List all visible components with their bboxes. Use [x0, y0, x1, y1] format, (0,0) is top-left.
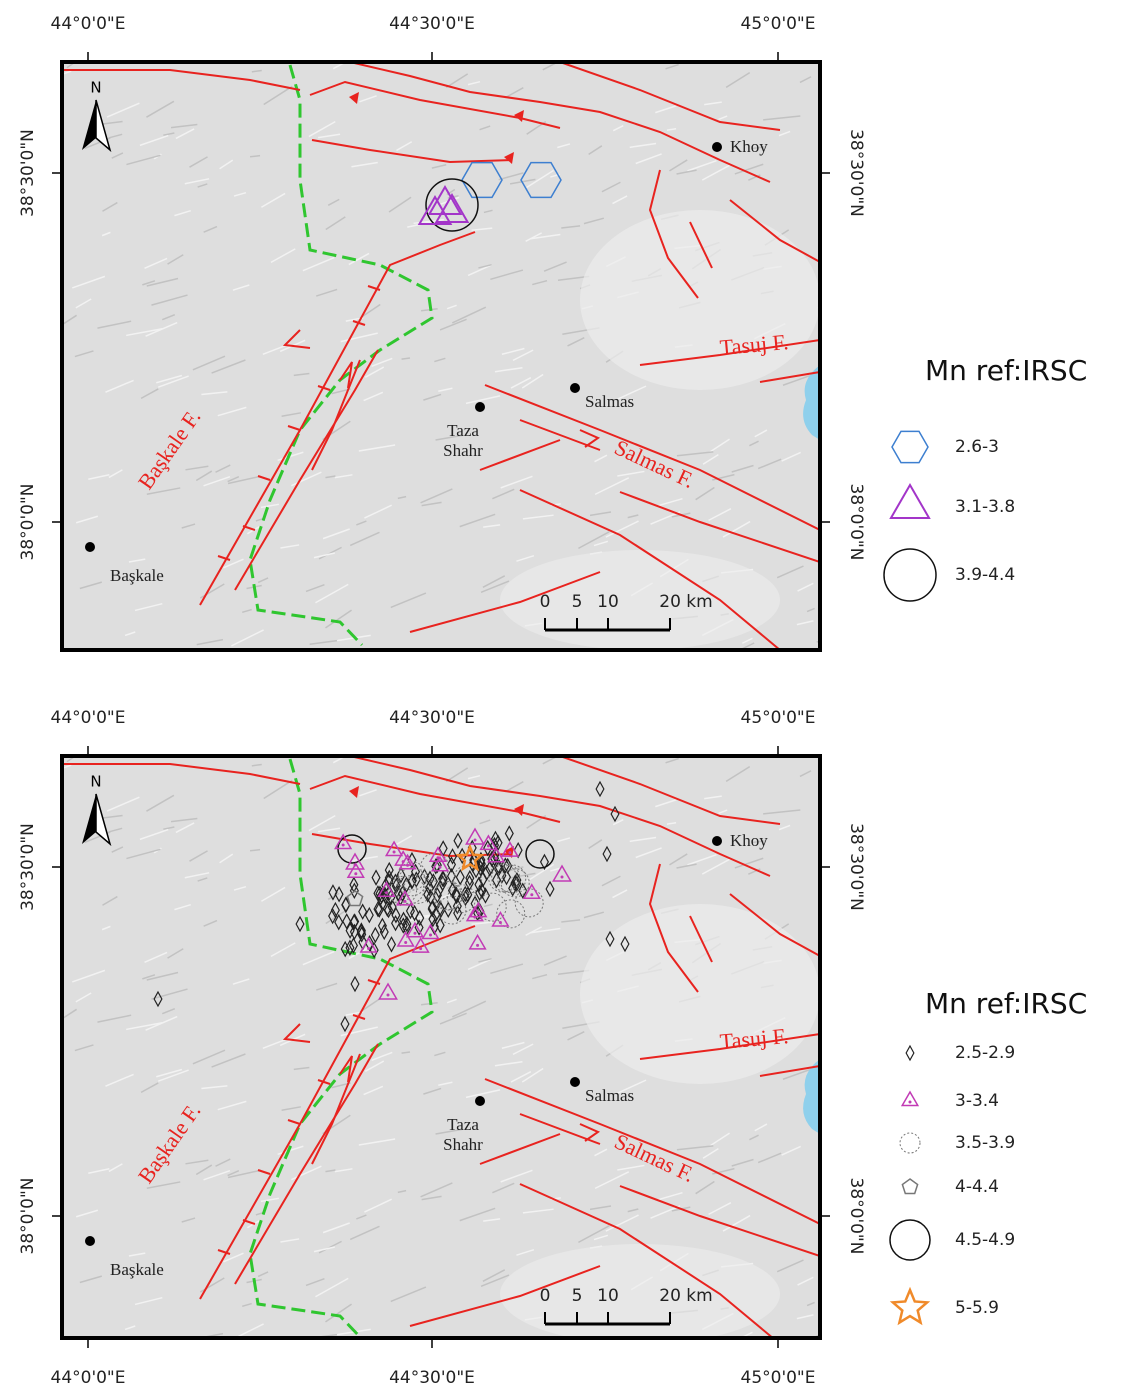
lon-label: 44°30'0"E: [389, 14, 475, 34]
triangle-dot: [413, 932, 416, 935]
scale-label: 5: [572, 1286, 583, 1306]
scale-label: 20 km: [659, 592, 712, 612]
triangle-dot: [438, 866, 441, 869]
legend-title: Mn ref:IRSC: [925, 354, 1087, 387]
place-label: Khoy: [730, 831, 768, 850]
scale-label: 5: [572, 592, 583, 612]
triangle-dot: [342, 843, 345, 846]
legend-label: 4-4.4: [955, 1177, 999, 1197]
triangle-dot: [385, 891, 388, 894]
pentagon-symbol: [902, 1179, 917, 1193]
legend-label: 2.6-3: [955, 437, 999, 457]
circle-symbol: [884, 549, 936, 601]
lon-label: 44°0'0"E: [51, 708, 126, 728]
lon-label: 44°30'0"E: [389, 708, 475, 728]
triangle-dot: [406, 864, 409, 867]
triangle-symbol: [891, 485, 929, 518]
place-label: Taza: [447, 1115, 479, 1134]
triangle-dot: [387, 994, 390, 997]
lon-label: 45°0'0"E: [741, 14, 816, 34]
scale-label: 10: [597, 1286, 619, 1306]
lon-label: 44°30'0"E: [389, 1368, 475, 1388]
scale-label: 20 km: [659, 1286, 712, 1306]
lon-label: 45°0'0"E: [741, 1368, 816, 1388]
legend-label: 4.5-4.9: [955, 1230, 1015, 1250]
place-dot: [475, 402, 485, 412]
place-dot: [570, 383, 580, 393]
hexagon-symbol: [892, 431, 928, 462]
place-label: Salmas: [585, 1086, 634, 1105]
scale-label: 0: [540, 1286, 551, 1306]
triangle-dot: [561, 876, 564, 879]
place-dot: [475, 1096, 485, 1106]
triangle-dot: [473, 916, 476, 919]
triangle-dot: [419, 947, 422, 950]
circle-symbol: [900, 1133, 920, 1153]
plain: [580, 904, 820, 1084]
legend-label: 5-5.9: [955, 1298, 999, 1318]
place-dot: [712, 836, 722, 846]
scale-label: 10: [597, 592, 619, 612]
place-label: Khoy: [730, 137, 768, 156]
star-symbol: [893, 1290, 927, 1323]
legend-label: 3-3.4: [955, 1091, 999, 1111]
legend-label: 3.1-3.8: [955, 497, 1015, 517]
north-label: N: [90, 773, 101, 791]
lat-label: 38°30'0"N: [846, 129, 866, 217]
lat-label: 38°30'0"N: [18, 129, 38, 217]
place-label: Shahr: [443, 1135, 483, 1154]
lat-label: 38°30'0"N: [846, 823, 866, 911]
triangle-dot: [436, 856, 439, 859]
scale-label: 0: [540, 592, 551, 612]
triangle-dot: [474, 839, 477, 842]
place-dot: [85, 1236, 95, 1246]
north-label: N: [90, 79, 101, 97]
figure: KhoySalmasTazaShahrBaşkaleTasuj F.Salmas…: [0, 0, 1121, 1389]
triangle-dot: [476, 944, 479, 947]
plain: [580, 210, 820, 390]
triangle-dot: [354, 872, 357, 875]
place-label: Shahr: [443, 441, 483, 460]
triangle-dot: [495, 857, 498, 860]
lat-label: 38°0'0"N: [18, 1178, 38, 1255]
lon-label: 44°0'0"E: [51, 1368, 126, 1388]
place-dot: [712, 142, 722, 152]
triangle-dot: [530, 893, 533, 896]
triangle-dot: [403, 900, 406, 903]
triangle-dot: [487, 844, 490, 847]
place-label: Başkale: [110, 1260, 164, 1279]
lon-label: 45°0'0"E: [741, 708, 816, 728]
triangle-dot: [499, 921, 502, 924]
legend-label: 3.9-4.4: [955, 565, 1015, 585]
circle-symbol: [890, 1220, 930, 1260]
lon-label: 44°0'0"E: [51, 14, 126, 34]
diamond-symbol: [906, 1046, 914, 1060]
triangle-dot: [508, 851, 511, 854]
triangle-dot: [404, 941, 407, 944]
triangle-dot: [909, 1101, 912, 1104]
place-label: Taza: [447, 421, 479, 440]
place-dot: [570, 1077, 580, 1087]
place-dot: [85, 542, 95, 552]
lat-label: 38°30'0"N: [18, 823, 38, 911]
lat-label: 38°0'0"N: [846, 484, 866, 561]
place-label: Başkale: [110, 566, 164, 585]
triangle-dot: [429, 933, 432, 936]
triangle-dot: [367, 947, 370, 950]
triangle-dot: [393, 851, 396, 854]
lat-label: 38°0'0"N: [846, 1178, 866, 1255]
legend-label: 2.5-2.9: [955, 1043, 1015, 1063]
place-label: Salmas: [585, 392, 634, 411]
legend-label: 3.5-3.9: [955, 1133, 1015, 1153]
legend-title: Mn ref:IRSC: [925, 987, 1087, 1020]
triangle-dot: [354, 864, 357, 867]
lat-label: 38°0'0"N: [18, 484, 38, 561]
